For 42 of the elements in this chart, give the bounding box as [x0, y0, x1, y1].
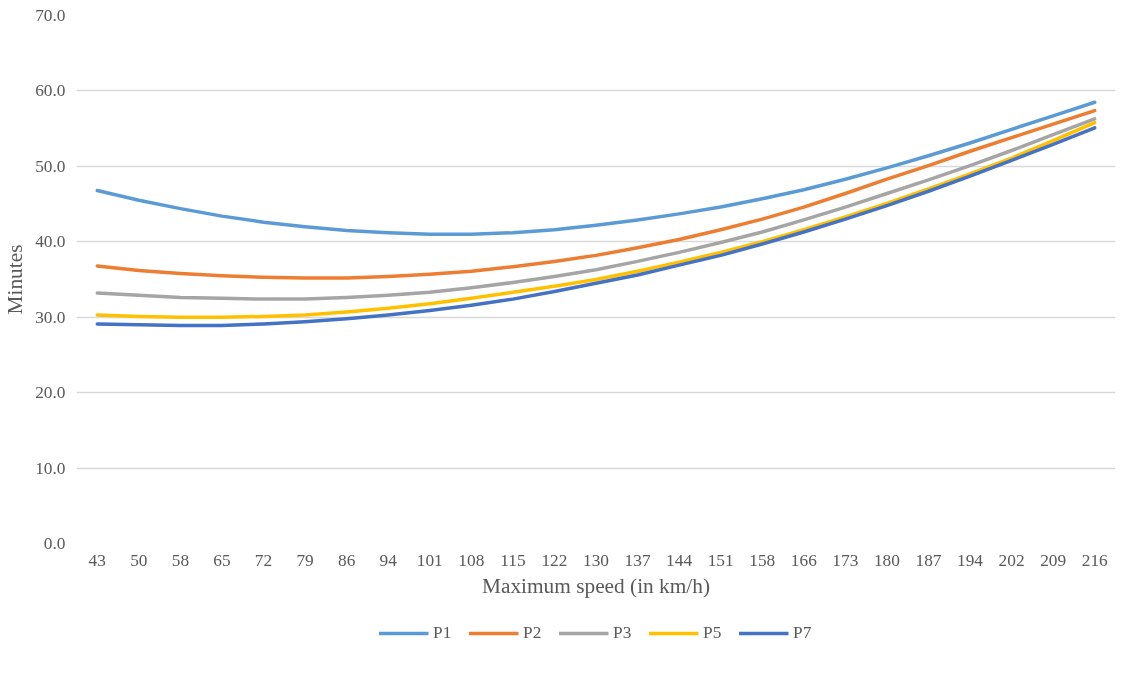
x-tick-label: 158: [749, 550, 776, 570]
x-tick-label: 122: [541, 550, 568, 570]
legend-label: P5: [703, 622, 723, 643]
y-tick-label: 20.0: [35, 383, 66, 403]
x-axis-title: Maximum speed (in km/h): [481, 573, 711, 598]
x-tick-label: 130: [583, 550, 609, 570]
x-tick-label: 72: [254, 550, 273, 570]
x-tick-label: 94: [379, 550, 398, 570]
y-axis-title: Minutes: [3, 244, 28, 315]
x-tick-label: 180: [873, 550, 900, 570]
legend-label: P2: [523, 622, 543, 643]
legend-label: P7: [793, 622, 813, 643]
x-tick-label: 86: [337, 550, 356, 570]
y-tick-label: 10.0: [35, 458, 66, 478]
legend-label: P3: [613, 622, 633, 643]
y-tick-label: 40.0: [35, 232, 66, 252]
x-tick-label: 101: [416, 550, 443, 570]
y-tick-label: 0.0: [43, 534, 66, 553]
x-tick-label: 173: [832, 550, 859, 570]
x-tick-label: 194: [957, 550, 984, 570]
x-tick-label: 115: [500, 550, 526, 570]
y-tick-label: 60.0: [35, 81, 66, 101]
line-series: [95, 108, 1097, 280]
x-tick-label: 144: [666, 550, 693, 570]
y-tick-label: 30.0: [35, 307, 66, 327]
x-tick-label: 108: [458, 550, 485, 570]
x-tick-label: 209: [1040, 550, 1067, 570]
x-tick-label: 151: [707, 550, 734, 570]
x-tick-label: 137: [624, 550, 651, 570]
x-tick-label: 216: [1081, 550, 1109, 570]
legend-label: P1: [433, 622, 453, 643]
line-series: [95, 100, 1097, 236]
x-tick-label: 50: [130, 550, 148, 570]
x-tick-label: 43: [88, 550, 106, 570]
x-tick-label: 79: [296, 550, 314, 570]
x-tick-label: 65: [213, 550, 231, 570]
x-tick-label: 58: [171, 550, 190, 570]
x-tick-label: 187: [915, 550, 942, 570]
x-tick-label: 166: [790, 550, 818, 570]
x-tick-label: 202: [998, 550, 1025, 570]
y-tick-label: 70.0: [35, 6, 66, 25]
y-tick-label: 50.0: [35, 156, 66, 176]
